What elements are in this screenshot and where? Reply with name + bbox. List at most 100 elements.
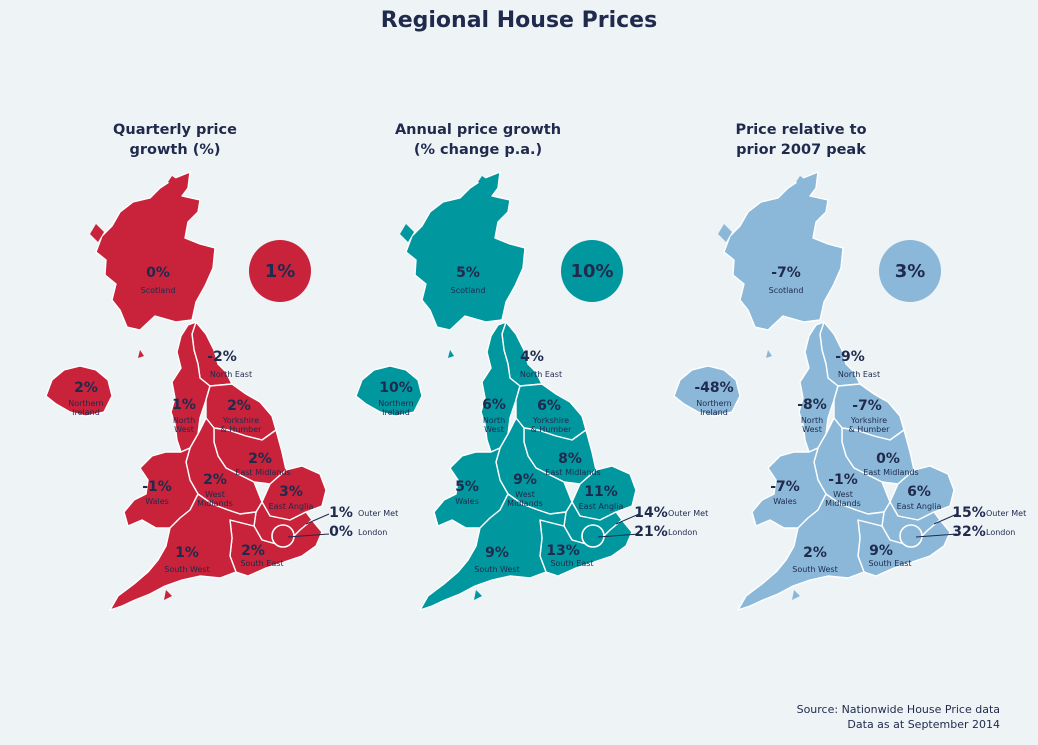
outer-met-value: 14% <box>634 505 668 521</box>
yorkshire-value: 2% <box>227 398 251 414</box>
south-west-label: South West <box>792 565 837 574</box>
london-label: London <box>668 528 697 537</box>
scotland-label: Scotland <box>451 286 486 295</box>
scotland-label: Scotland <box>141 286 176 295</box>
source-note: Source: Nationwide House Price data Data… <box>797 702 1000 732</box>
west-midlands-label: Midlands <box>197 499 233 508</box>
northern-ireland-label: Northern <box>378 399 414 408</box>
west-midlands-label: West <box>205 490 225 499</box>
map-title-line: growth (%) <box>129 142 221 158</box>
north-east-value: -9% <box>835 349 865 365</box>
yorkshire-value: -7% <box>852 398 882 414</box>
northern-ireland-value: 2% <box>74 380 98 396</box>
north-east-label: North East <box>520 370 562 379</box>
map-title-line: (% change p.a.) <box>413 142 543 158</box>
scotland-value: -7% <box>771 265 801 281</box>
south-west-value: 9% <box>485 545 509 561</box>
island <box>138 350 144 358</box>
east-anglia-label: East Anglia <box>269 502 314 511</box>
northern-ireland-label: Northern <box>68 399 104 408</box>
wales-value: -1% <box>142 479 172 495</box>
east-midlands-label: East Midlands <box>235 468 290 477</box>
west-midlands-value: -1% <box>828 472 858 488</box>
map-title-line: prior 2007 peak <box>736 142 866 158</box>
north-west-label: North <box>173 416 195 425</box>
callout-line <box>597 533 640 538</box>
west-midlands-value: 9% <box>513 472 537 488</box>
east-midlands-label: East Midlands <box>545 468 600 477</box>
yorkshire-value: 6% <box>537 398 561 414</box>
island <box>90 224 104 242</box>
region-wales <box>433 447 509 529</box>
north-west-value: -8% <box>797 397 827 413</box>
london-label: London <box>986 528 1015 537</box>
north-west-label: West <box>174 425 194 434</box>
map-title-line: Price relative to <box>735 122 867 138</box>
east-midlands-value: 8% <box>558 451 582 467</box>
callout-line <box>933 513 958 525</box>
east-anglia-value: 3% <box>279 484 303 500</box>
region-south-west <box>419 493 567 611</box>
region-scotland <box>95 171 216 331</box>
wales-label: Wales <box>773 497 797 506</box>
east-anglia-label: East Anglia <box>897 502 942 511</box>
north-west-value: 6% <box>482 397 506 413</box>
yorkshire-label: Yorkshire <box>850 416 887 425</box>
west-midlands-value: 2% <box>203 472 227 488</box>
map-title-quarterly: Quarterly price growth (%) <box>55 120 295 160</box>
island <box>164 590 172 600</box>
map-title-line: Quarterly price <box>113 122 237 138</box>
region-london <box>271 524 295 548</box>
island <box>766 350 772 358</box>
region-wales <box>123 447 199 529</box>
yorkshire-label: & Humber <box>849 425 891 434</box>
north-east-label: North East <box>838 370 880 379</box>
region-london <box>899 524 923 548</box>
wales-value: -7% <box>770 479 800 495</box>
west-midlands-label: Midlands <box>507 499 543 508</box>
region-scotland <box>723 171 844 331</box>
uk-overall-badge-annual: 10% <box>561 240 623 302</box>
page-title: Regional House Prices <box>380 8 658 33</box>
south-east-label: South East <box>868 559 911 568</box>
north-east-value: -2% <box>207 349 237 365</box>
scotland-label: Scotland <box>769 286 804 295</box>
south-west-label: South West <box>474 565 519 574</box>
outer-met-label: Outer Met <box>668 509 708 518</box>
north-east-label: North East <box>210 370 252 379</box>
east-anglia-value: 6% <box>907 484 931 500</box>
map-title-peak: Price relative to prior 2007 peak <box>681 120 921 160</box>
outer-met-label: Outer Met <box>986 509 1026 518</box>
northern-ireland-label: Ireland <box>700 408 728 417</box>
wales-label: Wales <box>455 497 479 506</box>
south-east-value: 13% <box>546 543 580 559</box>
island <box>400 224 414 242</box>
scotland-value: 5% <box>456 265 480 281</box>
callout-line <box>615 513 640 525</box>
island <box>434 206 446 224</box>
west-midlands-label: Midlands <box>825 499 861 508</box>
south-west-value: 1% <box>175 545 199 561</box>
northern-ireland-value: -48% <box>694 380 733 396</box>
east-anglia-label: East Anglia <box>579 502 624 511</box>
region-northern-ireland <box>673 365 741 417</box>
outer-met-value: 1% <box>329 505 353 521</box>
callout-line <box>305 513 330 525</box>
east-midlands-value: 0% <box>876 451 900 467</box>
region-wales <box>751 447 827 529</box>
outer-met-label: Outer Met <box>358 509 398 518</box>
south-east-label: South East <box>240 559 283 568</box>
east-anglia-value: 11% <box>584 484 618 500</box>
region-scotland <box>405 171 526 331</box>
outer-met-value: 15% <box>952 505 986 521</box>
scotland-value: 0% <box>146 265 170 281</box>
region-south-west <box>737 493 885 611</box>
island <box>792 590 800 600</box>
wales-label: Wales <box>145 497 169 506</box>
northern-ireland-label: Ireland <box>382 408 410 417</box>
region-london <box>581 524 605 548</box>
northern-ireland-label: Northern <box>696 399 732 408</box>
